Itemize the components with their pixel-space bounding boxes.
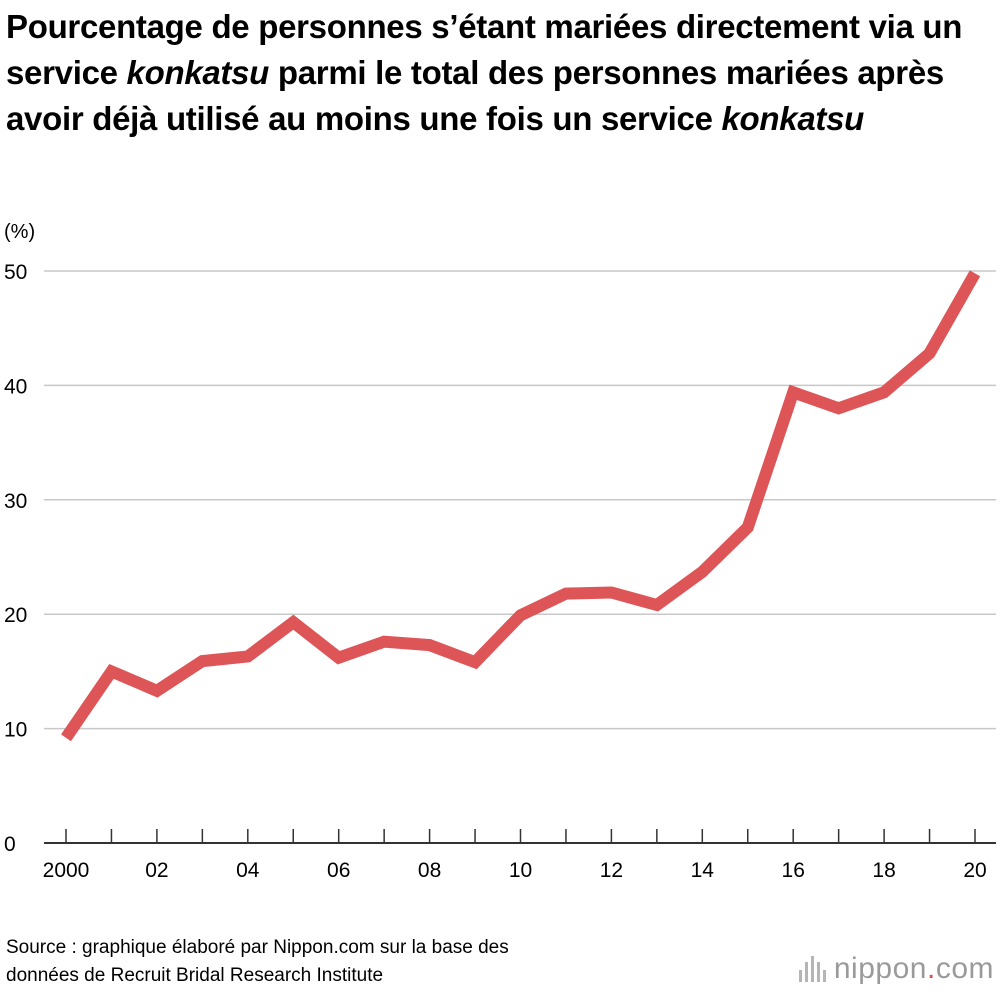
- source-note: Source : graphique élaboré par Nippon.co…: [6, 934, 706, 990]
- y-tick-label-0: 0: [4, 833, 16, 856]
- source-line-1: Source : graphique élaboré par Nippon.co…: [6, 937, 509, 958]
- x-tick-label-2008: 08: [418, 859, 441, 882]
- x-tick-label-2018: 18: [872, 859, 895, 882]
- x-tick-label-2014: 14: [691, 859, 715, 882]
- title-emphasis-1: konkatsu: [126, 54, 270, 91]
- y-tick-label-10: 10: [4, 719, 27, 742]
- gridlines: [44, 270, 996, 730]
- brand-tld: com: [935, 952, 994, 985]
- source-line-2: données de Recruit Bridal Research Insti…: [6, 965, 384, 986]
- brand-wordmark: nippon.com: [834, 952, 994, 986]
- brand-bars-icon: [798, 956, 826, 982]
- x-tick-label-2000: 2000: [43, 859, 90, 882]
- y-tick-label-40: 40: [4, 375, 27, 398]
- line-chart: (%) 0 10 20 30 40 50 2000 02 04 06 08 10 12 14 16 18 20: [4, 221, 996, 882]
- y-tick-label-20: 20: [4, 604, 27, 627]
- x-tick-label-2020: 20: [963, 859, 986, 882]
- y-tick-label-30: 30: [4, 490, 27, 513]
- title-part-2: parmi le total des personnes mariées apr…: [6, 54, 944, 137]
- x-tick-label-2016: 16: [782, 859, 805, 882]
- x-tick-label-2010: 10: [509, 859, 532, 882]
- brand-logo: nippon.com: [798, 952, 994, 986]
- chart-title: Pourcentage de personnes s’étant mariées…: [6, 4, 986, 142]
- y-axis-tick-labels: 0 10 20 30 40 50: [4, 261, 27, 856]
- x-tick-label-2002: 02: [145, 859, 168, 882]
- title-emphasis-2: konkatsu: [721, 100, 865, 137]
- x-tick-label-2012: 12: [600, 859, 623, 882]
- title-part-1: Pourcentage de personnes s’étant mariées…: [6, 8, 963, 91]
- y-axis-unit-label: (%): [4, 221, 35, 243]
- x-tick-label-2006: 06: [327, 859, 350, 882]
- brand-name: nippon: [833, 952, 927, 985]
- x-axis: [44, 829, 996, 844]
- y-tick-label-50: 50: [4, 261, 27, 284]
- x-tick-label-2004: 04: [236, 859, 260, 882]
- data-series: [61, 270, 981, 742]
- x-axis-tick-labels: 2000 02 04 06 08 10 12 14 16 18 20: [43, 859, 987, 882]
- brand-dot: .: [926, 952, 936, 985]
- series-line-0: [61, 270, 981, 742]
